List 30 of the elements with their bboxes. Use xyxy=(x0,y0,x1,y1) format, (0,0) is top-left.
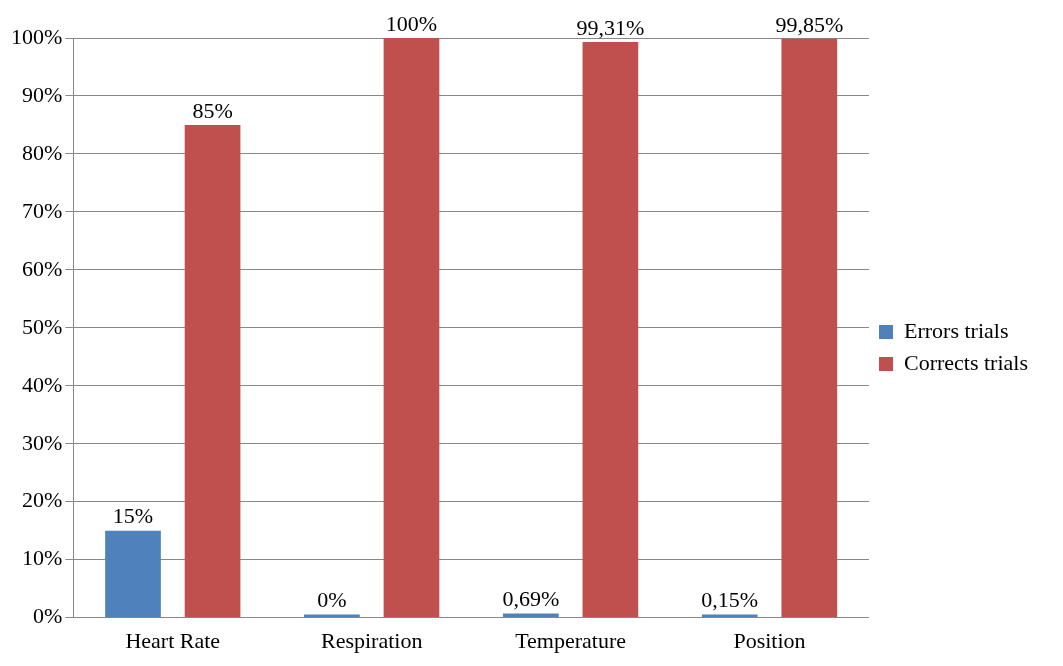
y-tick-label: 20% xyxy=(22,487,63,513)
bar xyxy=(582,42,639,618)
bar xyxy=(184,124,241,618)
y-tick-label: 0% xyxy=(33,603,63,629)
x-tick-label: Temperature xyxy=(515,627,627,653)
y-tick-label: 90% xyxy=(22,81,63,107)
y-tick-label: 100% xyxy=(11,23,63,49)
data-label: 99,85% xyxy=(775,11,844,37)
x-tick-label: Position xyxy=(733,627,806,653)
data-label: 15% xyxy=(112,503,154,529)
data-label: 100% xyxy=(385,10,438,36)
legend-label: Errors trials xyxy=(903,317,1009,343)
y-tick-label: 50% xyxy=(22,313,63,339)
y-tick-label: 60% xyxy=(22,255,63,281)
data-label: 99,31% xyxy=(576,14,645,40)
data-label: 0,15% xyxy=(701,587,759,613)
y-tick-label: 70% xyxy=(22,197,63,223)
bar xyxy=(781,38,838,618)
legend-label: Corrects trials xyxy=(903,349,1029,375)
x-tick-label: Respiration xyxy=(320,627,423,653)
y-tick-label: 30% xyxy=(22,429,63,455)
y-tick-label: 40% xyxy=(22,371,63,397)
data-label: 0% xyxy=(317,587,347,613)
y-tick-label: 80% xyxy=(22,139,63,165)
bar xyxy=(383,38,440,618)
x-tick-label: Heart Rate xyxy=(125,627,221,653)
y-tick-label: 10% xyxy=(22,545,63,571)
bar xyxy=(105,530,161,618)
data-label: 85% xyxy=(192,97,233,123)
data-label: 0,69% xyxy=(502,586,560,612)
